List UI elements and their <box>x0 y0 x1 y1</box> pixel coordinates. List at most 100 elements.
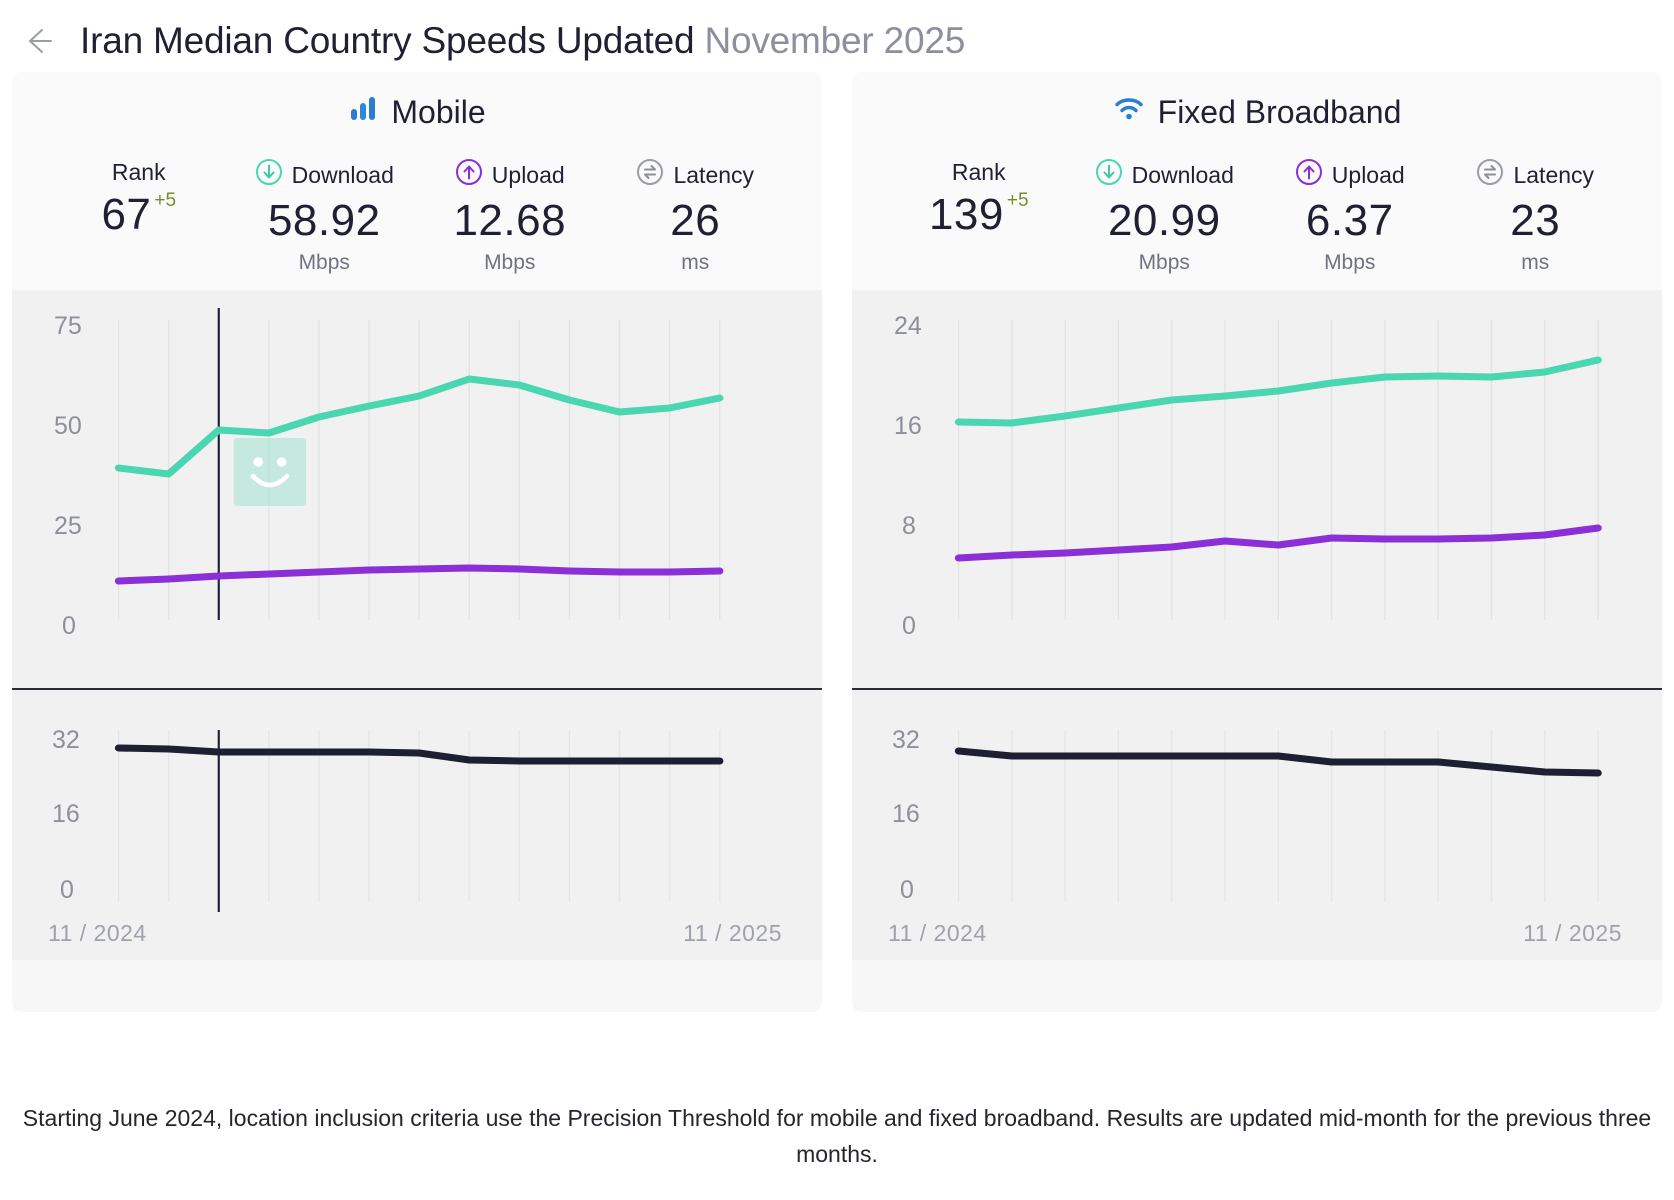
metric-rank-value: 139 <box>928 190 1004 239</box>
fixed-broadband-card: Fixed Broadband Rank 139 +5 <box>852 72 1662 1012</box>
metric-latency-head: Latency <box>636 158 754 192</box>
y-tick-50: 50 <box>54 412 82 440</box>
y-tick-16: 16 <box>892 800 920 828</box>
mobile-metrics: Rank 67 +5 <box>12 158 822 276</box>
download-icon <box>1095 158 1123 192</box>
metric-download-head: Download <box>1095 158 1234 192</box>
metric-upload-head: Upload <box>455 158 565 192</box>
y-tick-24: 24 <box>894 312 922 340</box>
back-button[interactable] <box>18 21 58 61</box>
fixed-broadband-metrics: Rank 139 +5 <box>852 158 1662 276</box>
latency-icon <box>636 158 664 192</box>
metric-download-label: Download <box>1131 162 1234 188</box>
bar-chart-icon <box>348 92 378 132</box>
metric-rank-head: Rank <box>112 158 166 186</box>
metric-download-head: Download <box>255 158 394 192</box>
page-header: Iran Median Country Speeds Updated Novem… <box>0 0 1674 72</box>
fixed-broadband-latency-chart-svg <box>954 730 1602 902</box>
mobile-speed-chart-svg <box>114 308 724 620</box>
metric-upload-value: 12.68 <box>453 196 567 245</box>
download-series-line <box>954 356 1602 427</box>
metric-upload-head: Upload <box>1295 158 1405 192</box>
metric-latency: Latency 26 ms <box>603 158 789 276</box>
metric-rank: Rank 67 +5 <box>46 158 232 276</box>
metric-upload: Upload 12.68 Mbps <box>417 158 603 276</box>
fixed-broadband-latency-chart[interactable]: 32 16 0 11 / 2024 11 / 2025 <box>852 690 1662 960</box>
download-icon <box>255 158 283 192</box>
chart-divider <box>852 688 1662 690</box>
fixed-broadband-card-title: Fixed Broadband <box>852 92 1662 132</box>
mobile-card-header: Mobile Rank 67 +5 <box>12 72 822 290</box>
footnote: Starting June 2024, location inclusion c… <box>22 1105 1652 1167</box>
x-label-end: 11 / 2025 <box>683 920 782 946</box>
metric-rank: Rank 139 +5 <box>886 158 1072 276</box>
y-tick-0: 0 <box>900 876 914 904</box>
fixed-broadband-card-header: Fixed Broadband Rank 139 +5 <box>852 72 1662 290</box>
y-tick-25: 25 <box>54 512 82 540</box>
metric-upload-unit: Mbps <box>484 251 536 274</box>
metric-download-label: Download <box>291 162 394 188</box>
upload-series-line <box>114 564 724 585</box>
metric-download-unit: Mbps <box>1138 251 1190 274</box>
mobile-card: Mobile Rank 67 +5 <box>12 72 822 1012</box>
mobile-latency-chart-svg <box>114 730 724 912</box>
metric-download-unit: Mbps <box>298 251 350 274</box>
x-label-end: 11 / 2025 <box>1523 920 1622 946</box>
page-title-main: Iran Median Country Speeds Updated <box>80 20 695 61</box>
mobile-speed-chart[interactable]: 75 50 25 0 <box>12 290 822 688</box>
y-tick-0: 0 <box>62 612 76 640</box>
mobile-latency-chart[interactable]: 32 16 0 11 / 2024 11 / 2025 <box>12 690 822 960</box>
page-title-period: November 2025 <box>704 20 966 61</box>
metric-latency-value: 26 <box>670 196 721 245</box>
upload-icon <box>1295 158 1323 192</box>
metric-upload-label: Upload <box>1331 162 1405 188</box>
y-tick-32: 32 <box>52 726 80 754</box>
fixed-broadband-card-title-label: Fixed Broadband <box>1157 94 1402 130</box>
wifi-icon <box>1113 92 1145 132</box>
y-tick-75: 75 <box>54 312 82 340</box>
metric-latency-value: 23 <box>1510 196 1561 245</box>
metric-rank-label: Rank <box>111 159 166 185</box>
cards-container: Mobile Rank 67 +5 <box>0 72 1674 1012</box>
metric-rank-label: Rank <box>951 159 1006 185</box>
x-label-start: 11 / 2024 <box>48 920 147 946</box>
metric-download-value: 58.92 <box>267 196 381 245</box>
y-tick-8: 8 <box>902 512 916 540</box>
metric-rank-delta: +5 <box>154 190 177 211</box>
metric-upload-value: 6.37 <box>1305 196 1394 245</box>
y-tick-0: 0 <box>60 876 74 904</box>
mobile-card-title-label: Mobile <box>391 94 486 130</box>
metric-download-value: 20.99 <box>1107 196 1221 245</box>
latency-series-line <box>954 747 1602 777</box>
latency-icon <box>1476 158 1504 192</box>
upload-icon <box>455 158 483 192</box>
gridlines <box>957 320 1599 620</box>
y-tick-16: 16 <box>52 800 80 828</box>
y-tick-16: 16 <box>894 412 922 440</box>
fixed-broadband-speed-chart-svg <box>954 320 1602 620</box>
metric-download: Download 20.99 Mbps <box>1072 158 1258 276</box>
metric-latency-unit: ms <box>1521 251 1550 274</box>
metric-rank-head: Rank <box>952 158 1006 186</box>
mobile-card-title: Mobile <box>12 92 822 132</box>
metric-latency-label: Latency <box>1513 162 1595 188</box>
metric-latency-label: Latency <box>673 162 755 188</box>
x-label-start: 11 / 2024 <box>888 920 987 946</box>
latency-series-line <box>114 744 724 765</box>
y-tick-32: 32 <box>892 726 920 754</box>
fixed-broadband-speed-chart[interactable]: 24 16 8 0 <box>852 290 1662 688</box>
metric-latency-unit: ms <box>681 251 710 274</box>
metric-upload-label: Upload <box>491 162 565 188</box>
badge-smiley <box>233 438 307 506</box>
metric-latency: Latency 23 ms <box>1443 158 1629 276</box>
upload-series-line <box>954 524 1602 562</box>
metric-download: Download 58.92 Mbps <box>232 158 418 276</box>
metric-rank-delta: +5 <box>1006 190 1029 211</box>
y-tick-0: 0 <box>902 612 916 640</box>
metric-upload-unit: Mbps <box>1324 251 1376 274</box>
download-series-line <box>114 375 724 478</box>
metric-upload: Upload 6.37 Mbps <box>1257 158 1443 276</box>
page-title: Iran Median Country Speeds Updated Novem… <box>80 19 965 63</box>
metric-latency-head: Latency <box>1476 158 1594 192</box>
